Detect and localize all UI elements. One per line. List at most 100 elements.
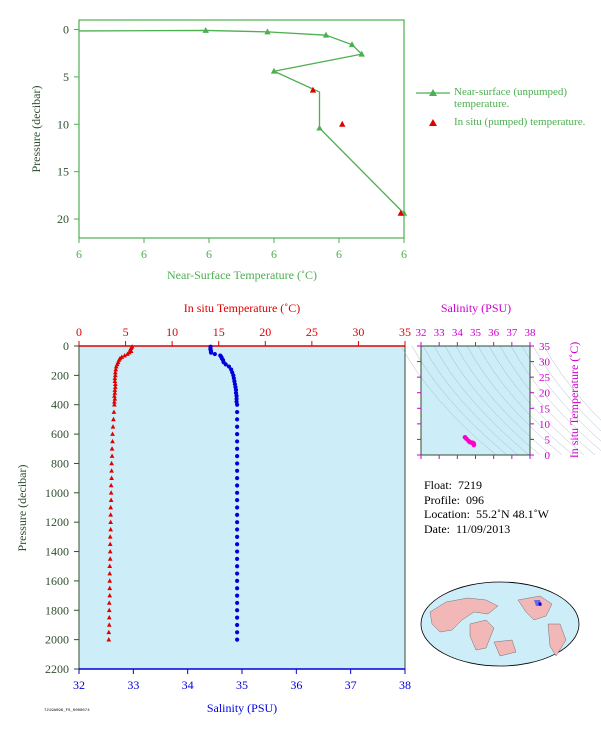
- main-y-ticks: 0 200 400 600 800 1000 1200 1400 1600 1800 2000 220…: [45, 339, 79, 676]
- main-x2-tick-label: 0: [76, 325, 82, 339]
- temperature-point: [112, 372, 118, 378]
- top-series: [78, 26, 408, 216]
- salinity-point: [235, 446, 240, 451]
- profile-label: Profile:: [424, 492, 460, 507]
- temperature-point: [110, 431, 115, 436]
- salinity-point: [235, 593, 240, 598]
- salinity-point: [235, 476, 240, 481]
- salinity-point: [235, 586, 240, 591]
- top-plot-frame: [78, 19, 405, 239]
- salinity-point: [208, 350, 214, 355]
- temperature-point: [108, 512, 114, 517]
- temperature-point: [112, 369, 118, 375]
- density-contour: [543, 345, 601, 421]
- temperature-point: [125, 351, 130, 356]
- temperature-point: [112, 399, 117, 404]
- temperature-point: [108, 482, 114, 488]
- density-contour: [521, 345, 601, 442]
- top-x-tick-label: 6: [336, 247, 342, 261]
- ts-y-tick-label: 20: [539, 388, 551, 400]
- top-y-tick-label: 5: [63, 70, 69, 84]
- near-surface-panel: 0 5 10 15 20 6 6 6 6 6 6 Pressure (decibar) Near-…: [29, 19, 408, 282]
- top-x-axis-label: Near-Surface Temperature (˚C): [167, 268, 317, 282]
- main-y-tick-label: 800: [51, 456, 69, 470]
- date-value: 11/09/2013: [456, 521, 511, 536]
- ts-plot-area: [420, 345, 531, 456]
- top-y-tick-label: 10: [57, 117, 69, 131]
- salinity-point: [234, 396, 239, 401]
- legend-green-triangle-line-icon: [416, 89, 450, 96]
- ts-x-tick-label: 35: [470, 327, 482, 339]
- temperature-point: [113, 366, 119, 372]
- legend-in-situ-label: In situ (pumped) temperature.: [454, 116, 586, 128]
- salinity-point: [235, 505, 240, 510]
- main-plot-area: [78, 345, 406, 670]
- legend-entry-in-situ: In situ (pumped) temperature.: [414, 116, 594, 128]
- ts-x-tick-label: 32: [416, 327, 427, 339]
- density-contour: [444, 345, 541, 456]
- temperature-point: [108, 497, 114, 502]
- salinity-point: [235, 468, 240, 473]
- main-x-tick-label: 37: [345, 678, 357, 692]
- ts-y-tick-label: 10: [539, 419, 551, 431]
- in-situ-point: [397, 209, 404, 216]
- density-contour: [488, 345, 585, 456]
- date-row: Date: 11/09/2013: [424, 522, 549, 537]
- ts-x-tick-label: 34: [452, 327, 464, 339]
- map-land-eurasia: [429, 597, 499, 633]
- ts-y-tick-label: 25: [539, 372, 551, 384]
- salinity-point: [235, 402, 240, 407]
- main-x2-tick-label: 25: [306, 325, 318, 339]
- map-land-australia: [493, 639, 517, 657]
- location-value: 55.2˚N 48.1˚W: [475, 507, 549, 521]
- salinity-point: [235, 556, 240, 561]
- salinity-point: [235, 431, 240, 437]
- legend-red-triangle-icon: [429, 119, 437, 126]
- salinity-point: [235, 520, 240, 525]
- main-x2-tick-label: 5: [123, 325, 129, 339]
- temperature-point: [108, 504, 114, 510]
- salinity-point: [235, 409, 240, 415]
- temperature-point: [112, 384, 118, 389]
- main-y-tick-label: 1800: [45, 603, 69, 617]
- ts-x-tick-label: 38: [525, 327, 537, 339]
- world-map: [420, 581, 580, 667]
- density-contour: [400, 345, 497, 456]
- salinity-point: [235, 542, 240, 547]
- salinity-point: [235, 637, 240, 642]
- salinity-point: [235, 608, 240, 613]
- temperature-point: [112, 402, 117, 407]
- temperature-point: [107, 585, 113, 591]
- main-y-tick-label: 1600: [45, 574, 69, 588]
- near-surface-point: [348, 41, 356, 48]
- ts-y-tick-label: 5: [545, 434, 551, 446]
- near-surface-point: [322, 31, 330, 38]
- salinity-point: [235, 630, 240, 635]
- ts-x-ticks: 32 33 34 35 36 37 38: [416, 327, 537, 459]
- temperature-point: [106, 607, 112, 613]
- salinity-point: [235, 498, 240, 503]
- salinity-point: [235, 461, 240, 466]
- temperature-point: [109, 453, 115, 458]
- temperature-point: [113, 363, 119, 369]
- salinity-point: [235, 490, 240, 495]
- float-label: Float:: [424, 478, 453, 492]
- temperature-point: [107, 534, 113, 539]
- temperature-point: [112, 387, 118, 392]
- salinity-point: [235, 417, 240, 422]
- location-label: Location:: [424, 507, 470, 521]
- top-y-ticks: 0 5 10 15 20: [57, 23, 79, 226]
- density-contour: [411, 345, 508, 456]
- salinity-point: [235, 549, 240, 554]
- float-info-block: Float: 7219 Profile: 096 Location: 55.2˚…: [424, 478, 549, 536]
- salinity-point: [235, 564, 240, 569]
- in-situ-point: [339, 120, 346, 127]
- near-surface-line: [78, 29, 405, 214]
- ts-diagram-panel: 32 33 34 35 36 37 38 0 5 10 15 20 25 30 35 Salinity (…: [400, 301, 601, 462]
- temperature-point: [107, 548, 113, 554]
- main-x2-tick-label: 30: [352, 325, 364, 339]
- temperature-point: [109, 468, 114, 473]
- main-y-axis-label: Pressure (decibar): [15, 465, 29, 552]
- map-land-north-america: [517, 595, 553, 621]
